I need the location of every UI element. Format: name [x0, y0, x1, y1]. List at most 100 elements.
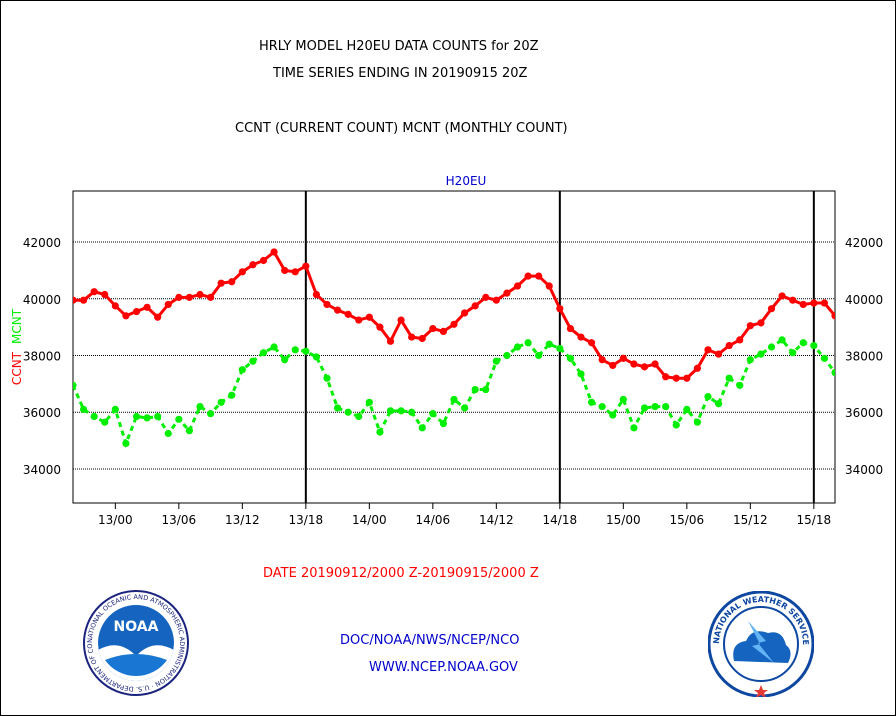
- y-tick-label-right: 40000: [845, 293, 883, 307]
- data-point-ccnt: [587, 339, 596, 347]
- data-point-ccnt: [196, 290, 204, 299]
- data-point-ccnt: [206, 293, 215, 301]
- data-point-ccnt: [365, 313, 373, 321]
- data-point-mcnt: [778, 336, 786, 344]
- data-point-ccnt: [831, 312, 835, 320]
- data-point-mcnt: [365, 398, 373, 406]
- y-tick-label-left: 36000: [23, 406, 61, 420]
- plot-frame: [72, 190, 836, 504]
- data-point-mcnt: [714, 400, 723, 408]
- data-point-ccnt: [704, 346, 712, 354]
- data-point-mcnt: [577, 370, 585, 378]
- data-point-mcnt: [746, 356, 754, 364]
- data-point-mcnt: [90, 412, 98, 421]
- data-point-mcnt: [333, 404, 342, 412]
- data-point-ccnt: [513, 282, 522, 290]
- data-point-ccnt: [238, 268, 246, 276]
- data-point-ccnt: [355, 316, 363, 324]
- data-point-ccnt: [810, 299, 818, 307]
- y-tick-label-left: 42000: [23, 236, 61, 250]
- data-point-mcnt: [418, 424, 426, 432]
- data-point-ccnt: [175, 293, 183, 301]
- series-mcnt: [73, 336, 835, 448]
- data-point-mcnt: [175, 415, 183, 423]
- data-point-ccnt: [651, 360, 659, 368]
- data-point-mcnt: [492, 357, 500, 365]
- data-point-mcnt: [799, 339, 807, 347]
- data-point-mcnt: [270, 343, 278, 351]
- data-point-mcnt: [767, 343, 776, 351]
- data-point-ccnt: [746, 322, 754, 330]
- data-point-ccnt: [281, 266, 289, 275]
- data-point-mcnt: [196, 402, 204, 411]
- date-range: DATE 20190912/2000 Z-20190915/2000 Z: [263, 566, 539, 581]
- data-point-mcnt: [344, 408, 352, 416]
- data-point-mcnt: [132, 412, 141, 421]
- data-point-mcnt: [439, 419, 448, 428]
- data-point-mcnt: [662, 402, 670, 411]
- data-point-mcnt: [164, 429, 172, 438]
- data-point-mcnt: [206, 410, 215, 418]
- data-point-ccnt: [577, 333, 585, 341]
- data-point-mcnt: [513, 343, 522, 351]
- data-point-ccnt: [524, 272, 532, 280]
- data-point-mcnt: [725, 374, 733, 382]
- y-tick-label-left: 34000: [23, 463, 61, 477]
- data-point-ccnt: [249, 261, 257, 269]
- org-line: DOC/NOAA/NWS/NCEP/NCO: [340, 633, 520, 648]
- y-tick-label-right: 42000: [845, 236, 883, 250]
- data-point-mcnt: [640, 404, 649, 412]
- x-tick-label: 13/06: [162, 513, 197, 527]
- data-point-mcnt: [683, 405, 691, 413]
- data-point-mcnt: [355, 412, 363, 421]
- data-point-mcnt: [450, 395, 458, 404]
- data-point-ccnt: [217, 279, 225, 287]
- data-point-mcnt: [524, 339, 532, 347]
- data-point-ccnt: [143, 303, 151, 311]
- data-point-mcnt: [619, 395, 627, 404]
- x-tick-label: 14/00: [352, 513, 387, 527]
- x-tick-label: 15/06: [670, 513, 705, 527]
- data-point-ccnt: [73, 296, 77, 304]
- data-point-mcnt: [111, 405, 119, 413]
- noaa-logo: NOAA NATIONAL OCEANIC AND ATMOSPHERIC AD…: [83, 590, 189, 696]
- data-point-mcnt: [820, 354, 829, 362]
- data-point-mcnt: [79, 405, 88, 413]
- data-point-mcnt: [122, 439, 130, 448]
- data-point-ccnt: [90, 288, 98, 296]
- x-tick-label: 13/12: [225, 513, 260, 527]
- data-point-ccnt: [556, 305, 564, 313]
- data-point-ccnt: [185, 293, 194, 301]
- chart-title-line1: HRLY MODEL H20EU DATA COUNTS for 20Z: [259, 39, 539, 54]
- data-point-mcnt: [736, 381, 744, 389]
- data-point-mcnt: [281, 356, 289, 364]
- data-point-mcnt: [185, 427, 194, 435]
- chart-svg: 34000 34000 36000 36000 38000 38000 40000 40000…: [10, 174, 883, 527]
- data-point-mcnt: [217, 398, 225, 406]
- data-point-ccnt: [471, 302, 479, 310]
- data-point-mcnt: [249, 357, 257, 365]
- x-tick-label: 14/06: [416, 513, 451, 527]
- chart-area: 34000 34000 36000 36000 38000 38000 40000 40000…: [1, 1, 895, 565]
- data-point-mcnt: [312, 353, 321, 361]
- data-point-ccnt: [598, 356, 606, 364]
- series-ccnt: [73, 248, 835, 382]
- nws-logo: NATIONAL WEATHER SERVICE: [708, 591, 814, 697]
- x-tick-label: 14/12: [479, 513, 514, 527]
- data-point-mcnt: [535, 351, 543, 360]
- data-point-mcnt: [545, 340, 553, 348]
- data-point-ccnt: [111, 302, 119, 310]
- data-point-mcnt: [609, 411, 617, 419]
- data-point-mcnt: [429, 410, 437, 418]
- data-point-mcnt: [630, 424, 638, 432]
- data-point-mcnt: [228, 391, 236, 399]
- data-point-ccnt: [291, 268, 299, 276]
- data-point-ccnt: [302, 262, 310, 270]
- data-point-ccnt: [439, 327, 448, 335]
- data-point-ccnt: [450, 320, 458, 328]
- data-point-ccnt: [333, 306, 342, 314]
- data-point-ccnt: [429, 324, 437, 333]
- data-point-mcnt: [482, 385, 490, 394]
- data-point-ccnt: [799, 300, 807, 309]
- data-point-ccnt: [154, 313, 162, 321]
